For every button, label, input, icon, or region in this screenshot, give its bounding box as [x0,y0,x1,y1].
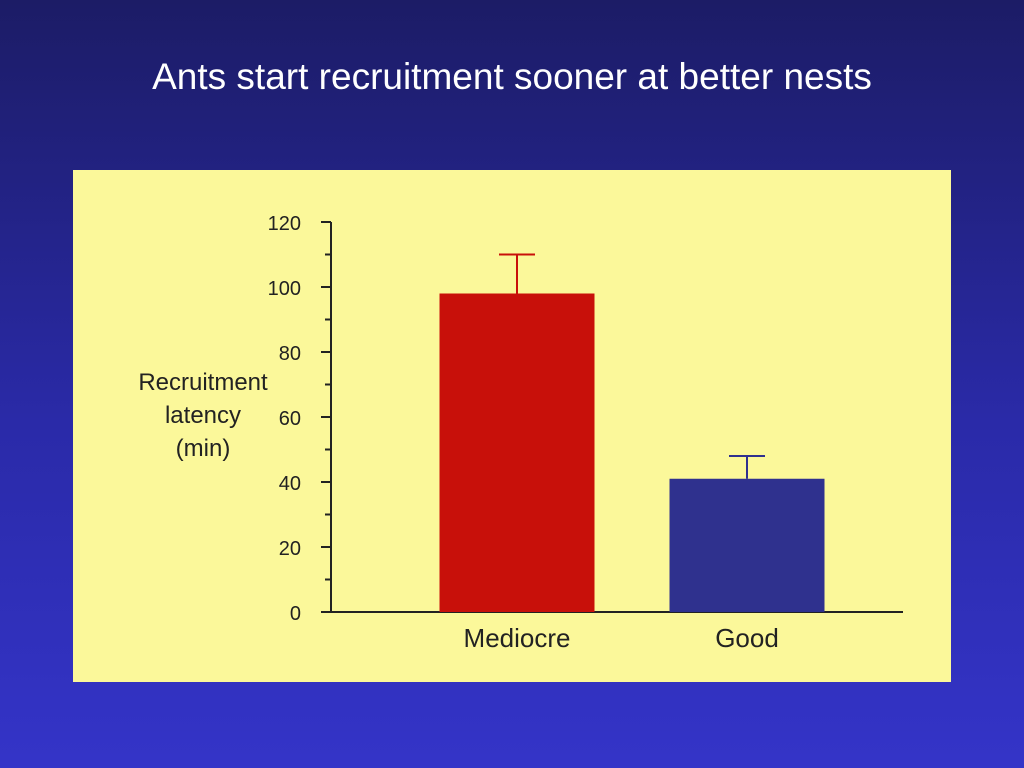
bar-chart: 0 20 40 60 80 100 120 Mediocre Good [268,213,903,653]
chart-panel: 0 20 40 60 80 100 120 Mediocre Good Recruitment … [73,170,951,682]
y-tick-label: 0 [290,603,301,625]
y-tick-label: 80 [279,343,301,365]
y-axis-label-line-3: (min) [175,435,231,462]
y-axis-label: Recruitment latency (min) [103,366,303,465]
bar-mediocre [439,293,595,612]
y-axis-label-line-1: Recruitment [138,369,268,396]
x-tick-label-good: Good [715,623,779,653]
x-tick-label-mediocre: Mediocre [464,623,571,653]
y-axis-label-line-2: latency [164,402,242,429]
y-tick-label: 20 [279,538,301,560]
y-tick-label: 60 [279,408,301,430]
y-tick-label: 100 [268,278,301,300]
bar-good [669,478,825,612]
slide-title: Ants start recruitment sooner at better … [152,56,872,97]
y-tick-label: 40 [279,473,301,495]
y-tick-label: 120 [268,213,301,235]
